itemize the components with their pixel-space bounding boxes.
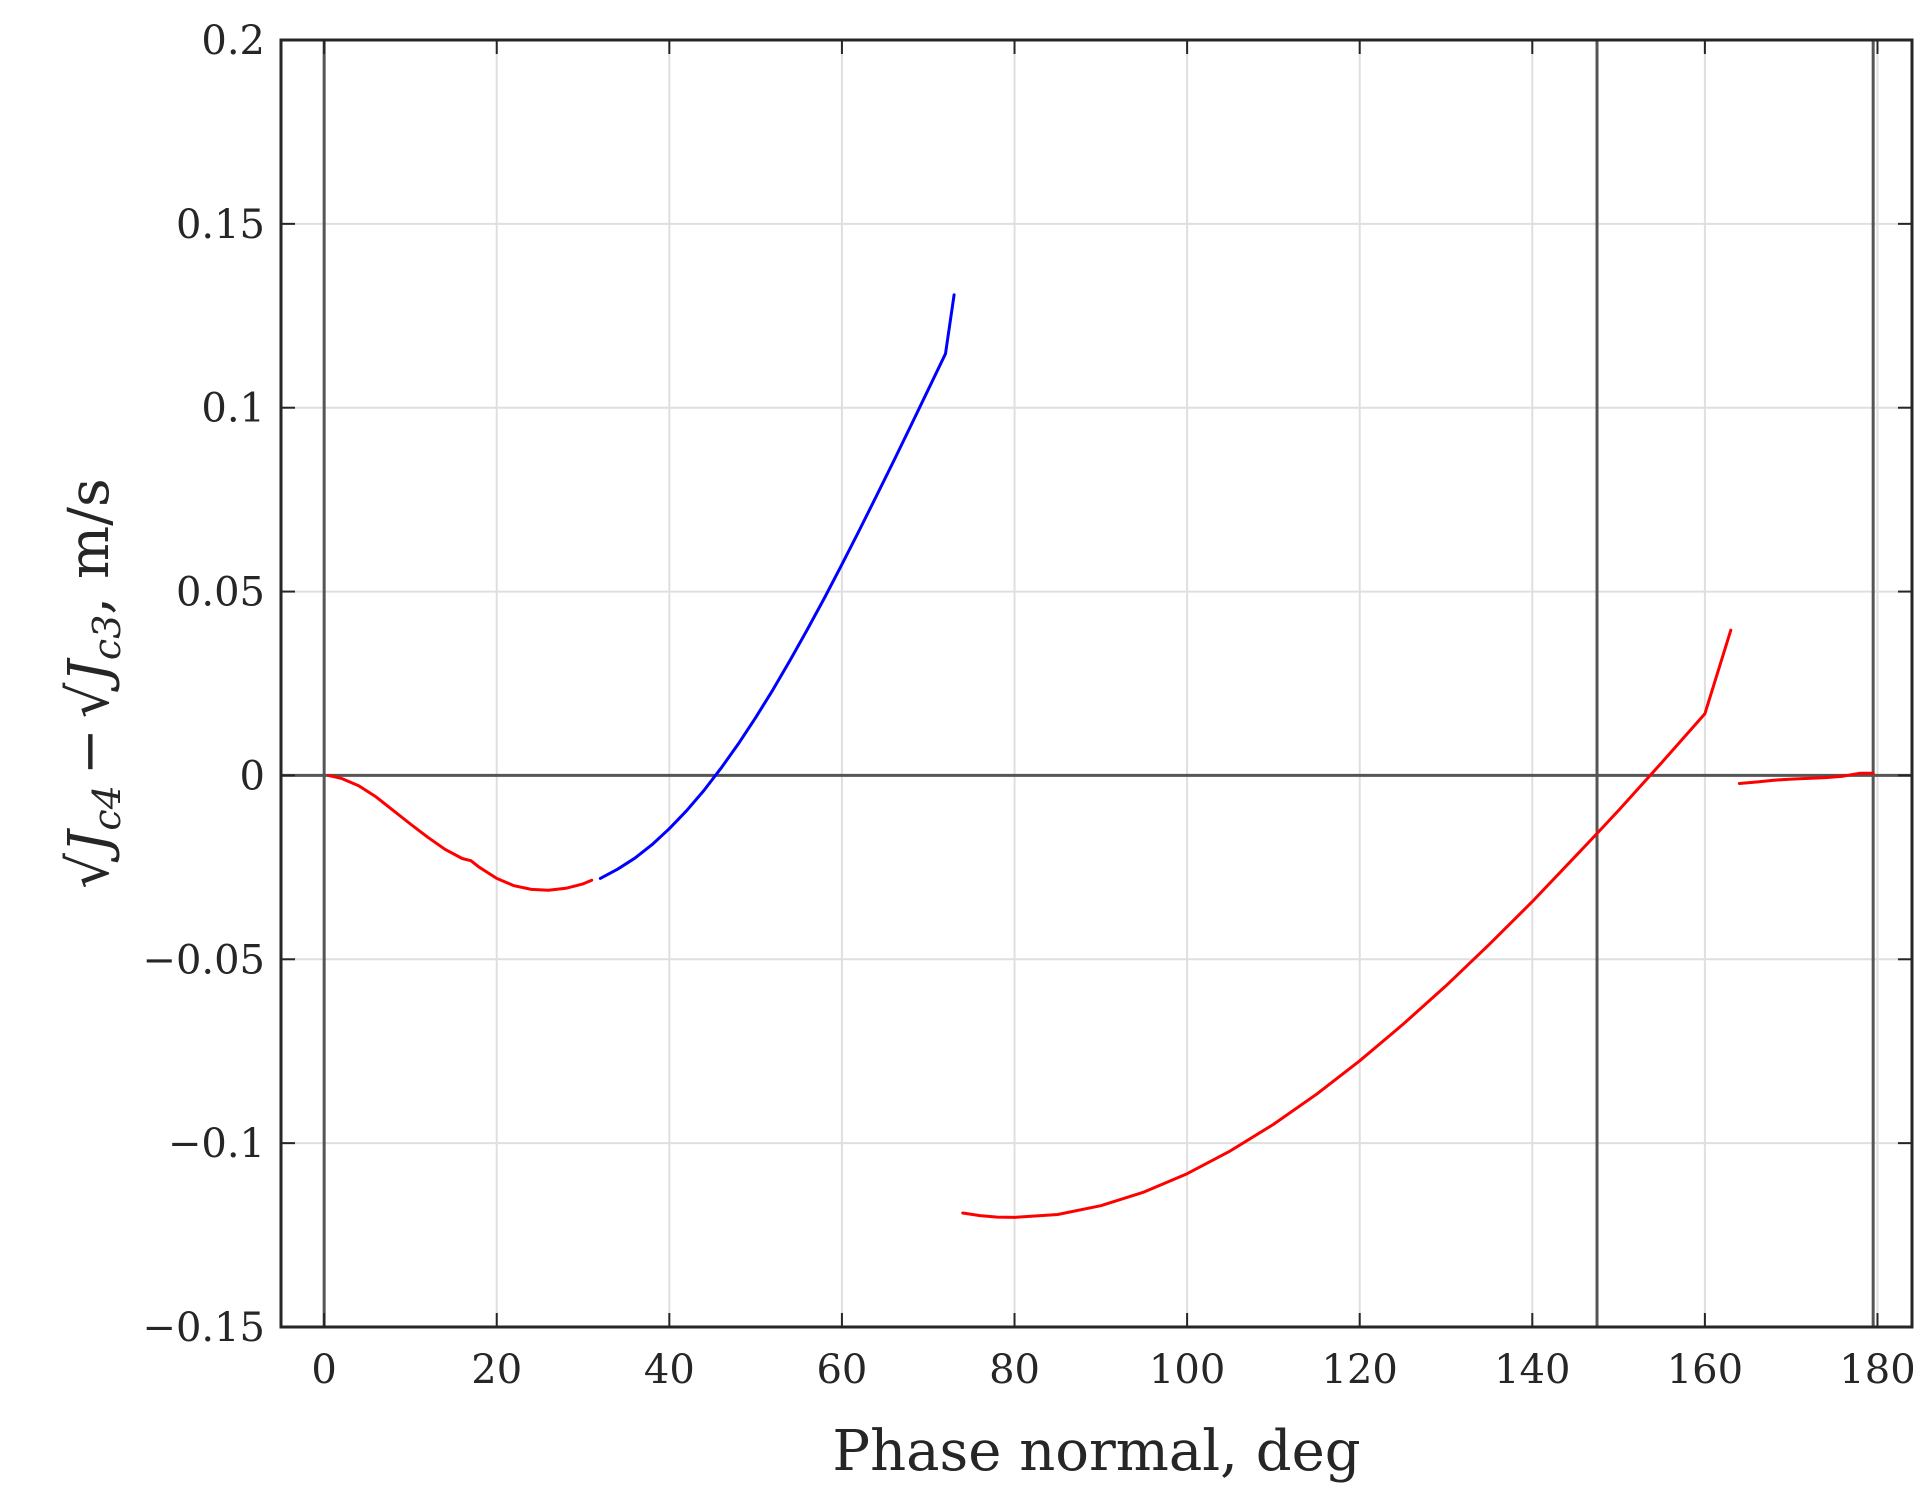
series-layer xyxy=(327,293,1875,1219)
x-tick-label: 0 xyxy=(311,1347,336,1393)
reference-lines xyxy=(281,40,1912,1327)
y-label-minus: − xyxy=(57,728,122,775)
x-tick-label: 40 xyxy=(644,1347,695,1393)
plot-frame xyxy=(279,38,1914,1329)
svg-text:√Jc4−√Jc3, m/s: √Jc4−√Jc3, m/s xyxy=(57,478,129,888)
y-tick-labels: −0.15 −0.1 −0.05 0 0.05 0.1 0.15 0.2 xyxy=(142,18,265,1351)
x-tick-label: 140 xyxy=(1494,1347,1570,1393)
x-tick-label: 20 xyxy=(471,1347,522,1393)
y-label-suffix: , m/s xyxy=(57,478,122,614)
x-tick-label: 160 xyxy=(1667,1347,1743,1393)
x-tick-label: 180 xyxy=(1839,1347,1915,1393)
y-tick-label: 0.05 xyxy=(176,570,265,616)
x-tick-label: 120 xyxy=(1322,1347,1398,1393)
tick-marks xyxy=(281,39,1912,1328)
y-tick-label: 0.1 xyxy=(201,386,265,432)
sqrt-sign-2: √ xyxy=(57,682,122,718)
y-label-sub1: c4 xyxy=(85,785,129,830)
y-tick-label: 0 xyxy=(240,753,265,799)
x-tick-label: 60 xyxy=(816,1347,867,1393)
series-line-4 xyxy=(1737,771,1875,785)
series-line-3 xyxy=(961,628,1733,1219)
y-tick-label: 0.15 xyxy=(176,202,265,248)
x-tick-label: 80 xyxy=(989,1347,1040,1393)
series-line-2 xyxy=(598,293,956,880)
y-tick-label: −0.05 xyxy=(142,937,265,983)
y-tick-label: −0.15 xyxy=(142,1305,265,1351)
y-tick-label: 0.2 xyxy=(201,18,265,64)
y-label-sub2: c3 xyxy=(85,615,129,660)
series-line-1 xyxy=(327,773,594,892)
x-axis-label: Phase normal, deg xyxy=(832,1419,1360,1484)
x-tick-labels: 0 20 40 60 80 100 120 140 160 180 xyxy=(311,1347,1915,1393)
sqrt-sign-1: √ xyxy=(57,853,122,889)
y-axis-label: √Jc4−√Jc3, m/s xyxy=(57,478,129,888)
x-tick-label: 100 xyxy=(1149,1347,1225,1393)
y-tick-label: −0.1 xyxy=(168,1121,265,1167)
